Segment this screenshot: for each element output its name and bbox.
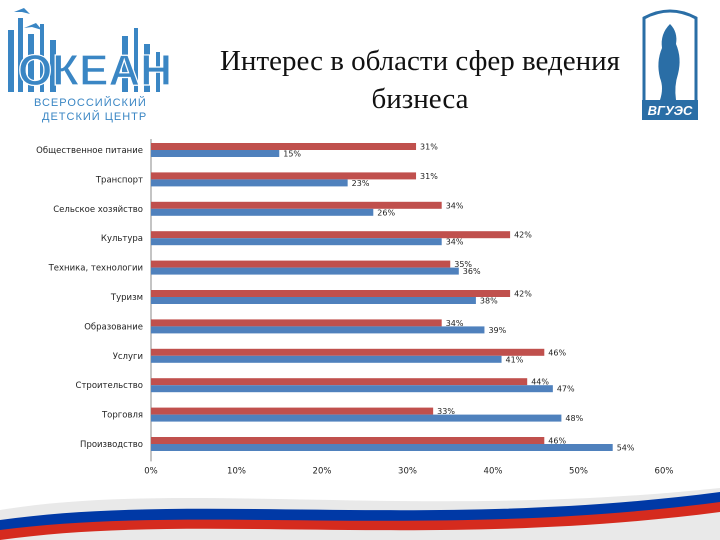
x-tick-label: 30% (398, 466, 417, 476)
bar (151, 179, 348, 187)
bar (151, 267, 459, 275)
bar (151, 414, 562, 422)
bar (151, 208, 374, 216)
bar (151, 290, 511, 297)
data-label: 47% (557, 385, 575, 394)
category-label: Сельское хозяйство (53, 205, 143, 215)
data-label: 23% (352, 179, 370, 188)
title-line-2: бизнеса (371, 83, 469, 115)
x-tick-label: 10% (227, 466, 246, 476)
data-label: 34% (446, 201, 464, 210)
data-label: 15% (283, 150, 301, 159)
bar (151, 437, 545, 444)
data-label: 48% (565, 414, 583, 423)
x-tick-label: 40% (484, 466, 503, 476)
logo-main-text: ОКЕАН (18, 46, 172, 95)
bar (151, 444, 613, 451)
data-label: 36% (463, 267, 481, 276)
category-label: Общественное питание (36, 146, 143, 156)
bar (151, 355, 502, 363)
category-label: Культура (101, 234, 143, 244)
x-tick-label: 50% (569, 466, 588, 476)
category-label: Торговля (101, 411, 143, 421)
x-tick-label: 60% (655, 466, 674, 476)
category-label: Техника, технологии (48, 264, 143, 274)
data-label: 39% (488, 326, 506, 335)
russian-flag-wave (0, 488, 720, 540)
bar (151, 297, 476, 304)
data-label: 41% (506, 355, 524, 364)
data-label: 38% (480, 297, 498, 306)
category-label: Производство (80, 440, 143, 450)
category-label: Образование (84, 322, 143, 332)
x-tick-label: 20% (313, 466, 332, 476)
data-label: 33% (437, 407, 455, 416)
page-title: Интерес в области сфер ведения бизнеса (170, 42, 670, 118)
data-label: 44% (531, 378, 549, 387)
logo-subtitle-2: ДЕТСКИЙ ЦЕНТР (42, 110, 147, 123)
category-label: Строительство (76, 381, 143, 391)
bar (151, 238, 442, 246)
logo-subtitle-1: ВСЕРОССИЙСКИЙ (34, 96, 147, 109)
bar (151, 348, 545, 356)
bar (151, 231, 511, 239)
category-label: Услуги (113, 352, 143, 362)
bar (151, 326, 485, 334)
data-label: 31% (420, 143, 438, 152)
data-label: 35% (454, 260, 472, 269)
okean-logo: ОКЕАН ВСЕРОССИЙСКИЙ ДЕТСКИЙ ЦЕНТР (8, 8, 173, 123)
data-label: 54% (617, 444, 635, 453)
title-line-1: Интерес в области сфер ведения (219, 45, 620, 77)
bar (151, 260, 451, 268)
bar (151, 378, 528, 386)
bar (151, 201, 442, 209)
category-label: Туризм (110, 293, 143, 303)
x-tick-label: 0% (144, 466, 158, 476)
bar (151, 172, 417, 180)
category-label: Транспорт (95, 175, 143, 185)
data-label: 42% (514, 290, 532, 299)
bar (151, 407, 434, 415)
data-label: 34% (446, 238, 464, 247)
data-label: 31% (420, 172, 438, 181)
bar (151, 385, 553, 393)
bar (151, 143, 417, 150)
bar (151, 150, 280, 157)
data-label: 46% (548, 437, 566, 446)
data-label: 26% (377, 208, 395, 217)
data-label: 34% (446, 319, 464, 328)
data-label: 42% (514, 231, 532, 240)
data-label: 46% (548, 348, 566, 357)
vguies-logo: ВГУЭС (642, 9, 698, 120)
vguies-logo-text: ВГУЭС (648, 103, 693, 118)
bar (151, 319, 442, 327)
